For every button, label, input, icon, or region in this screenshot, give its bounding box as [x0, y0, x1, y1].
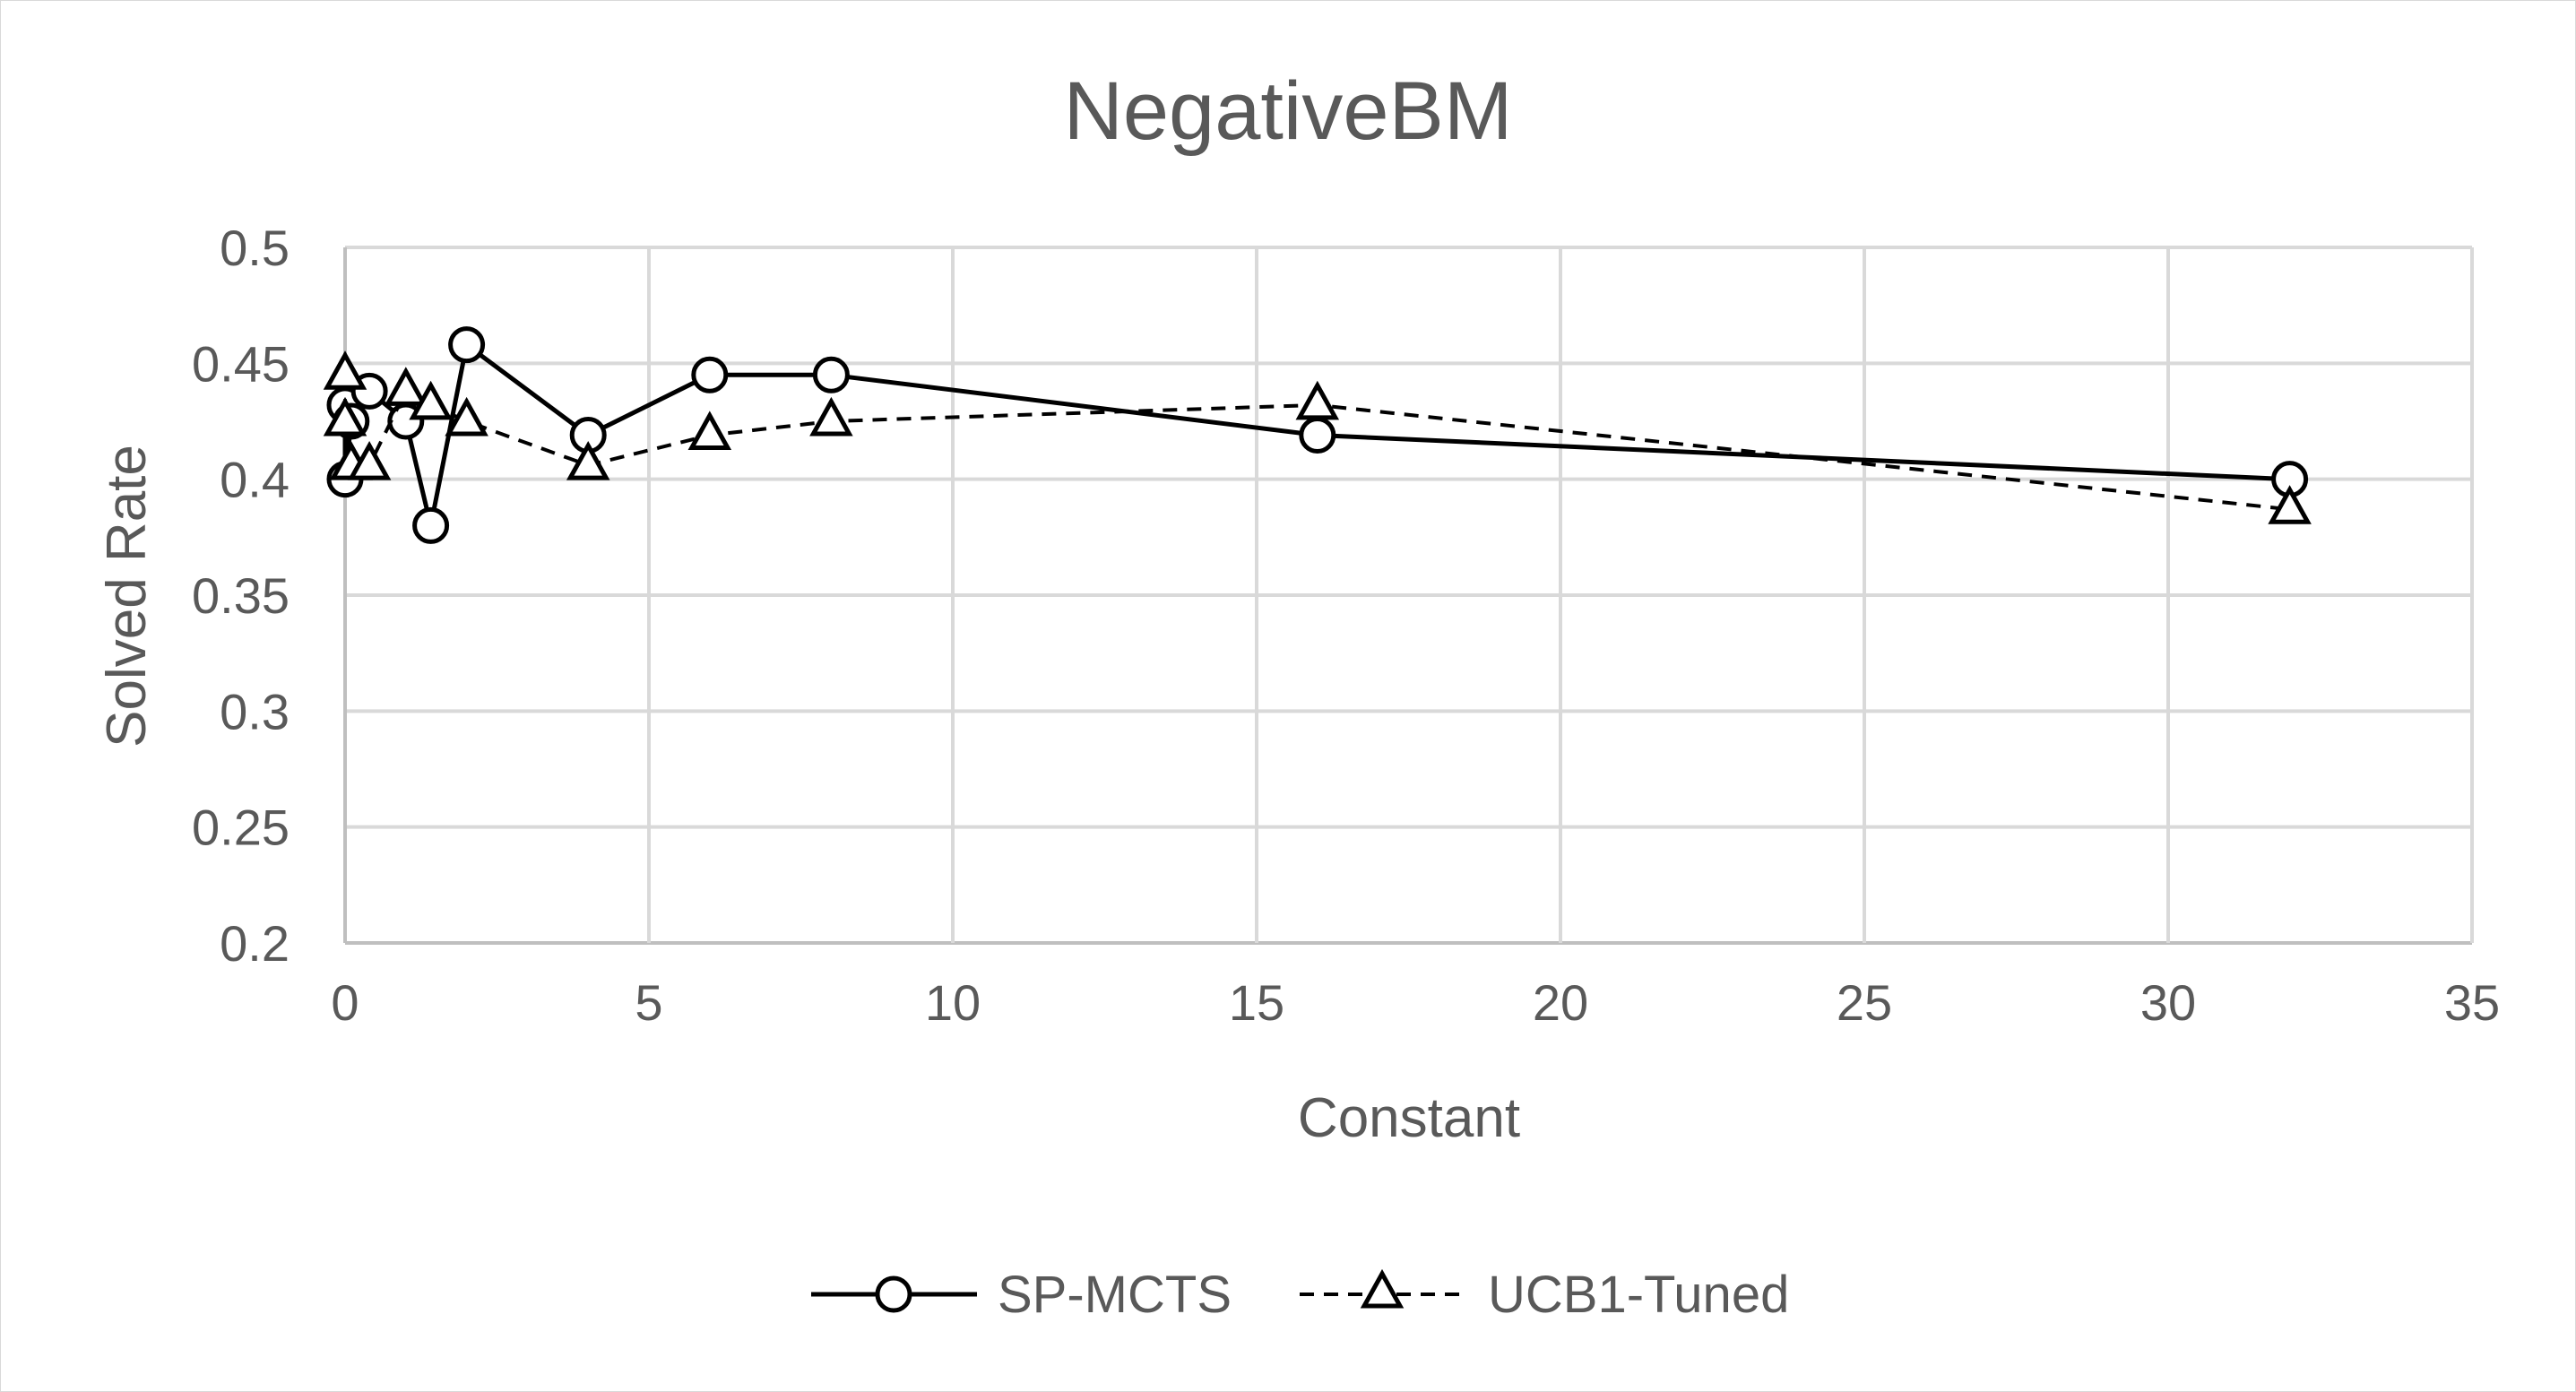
legend-label-sp-mcts: SP-MCTS [998, 1266, 1232, 1324]
y-tick-label: 0.35 [192, 567, 290, 624]
data-point-sp-mcts [1299, 417, 1336, 454]
y-tick-label: 0.3 [220, 683, 290, 739]
legend-label-ucb1-tuned: UCB1-Tuned [1488, 1266, 1789, 1324]
data-point-ucb1-tuned [445, 396, 488, 437]
data-point-ucb1-tuned [1295, 380, 1340, 420]
y-tick-label: 0.25 [192, 800, 290, 856]
y-tick-label: 0.5 [220, 220, 290, 276]
data-point-ucb1-tuned [323, 350, 367, 390]
data-point-sp-mcts [412, 506, 450, 544]
data-point-sp-mcts [812, 356, 850, 393]
legend-marker-sp-mcts [875, 1275, 912, 1313]
series-layer [323, 326, 2312, 544]
legend: SP-MCTS UCB1-Tuned [811, 1266, 1789, 1324]
x-tick-label: 20 [1533, 974, 1588, 1031]
x-axis-title: Constant [1298, 1087, 1520, 1149]
y-tick-label: 0.45 [192, 335, 290, 392]
x-tick-label: 0 [331, 974, 359, 1031]
data-point-ucb1-tuned [687, 411, 732, 450]
data-point-ucb1-tuned [809, 396, 853, 437]
legend-item-ucb1-tuned: UCB1-Tuned [1300, 1266, 1789, 1324]
y-tick-label: 0.4 [220, 452, 290, 508]
y-tick-labels: 0.2 0.25 0.3 0.35 0.4 0.45 0.5 [192, 220, 290, 972]
x-tick-label: 10 [925, 974, 981, 1031]
chart-title: NegativeBM [1063, 65, 1512, 157]
data-point-ucb1-tuned [2268, 485, 2312, 524]
y-axis-title: Solved Rate [96, 445, 158, 748]
data-point-sp-mcts [691, 356, 729, 393]
x-gridlines [343, 247, 2474, 943]
legend-item-sp-mcts: SP-MCTS [811, 1266, 1232, 1324]
series-sp-mcts [326, 326, 2309, 544]
x-tick-label: 35 [2444, 974, 2500, 1031]
data-point-ucb1-tuned [323, 396, 367, 437]
y-tick-label: 0.2 [220, 915, 290, 972]
legend-marker-ucb1-tuned [1360, 1268, 1405, 1309]
data-point-ucb1-tuned [384, 367, 428, 406]
x-tick-label: 15 [1229, 974, 1284, 1031]
data-point-ucb1-tuned [566, 440, 610, 480]
data-point-ucb1-tuned [347, 440, 392, 480]
x-tick-label: 5 [635, 974, 662, 1031]
x-tick-label: 25 [1837, 974, 1892, 1031]
data-point-sp-mcts [448, 326, 486, 364]
series-ucb1-tuned [323, 350, 2312, 524]
x-tick-label: 30 [2140, 974, 2196, 1031]
y-gridlines [345, 246, 2472, 945]
data-point-ucb1-tuned [409, 380, 453, 420]
x-tick-labels: 0 5 10 15 20 25 30 35 [331, 974, 2500, 1031]
